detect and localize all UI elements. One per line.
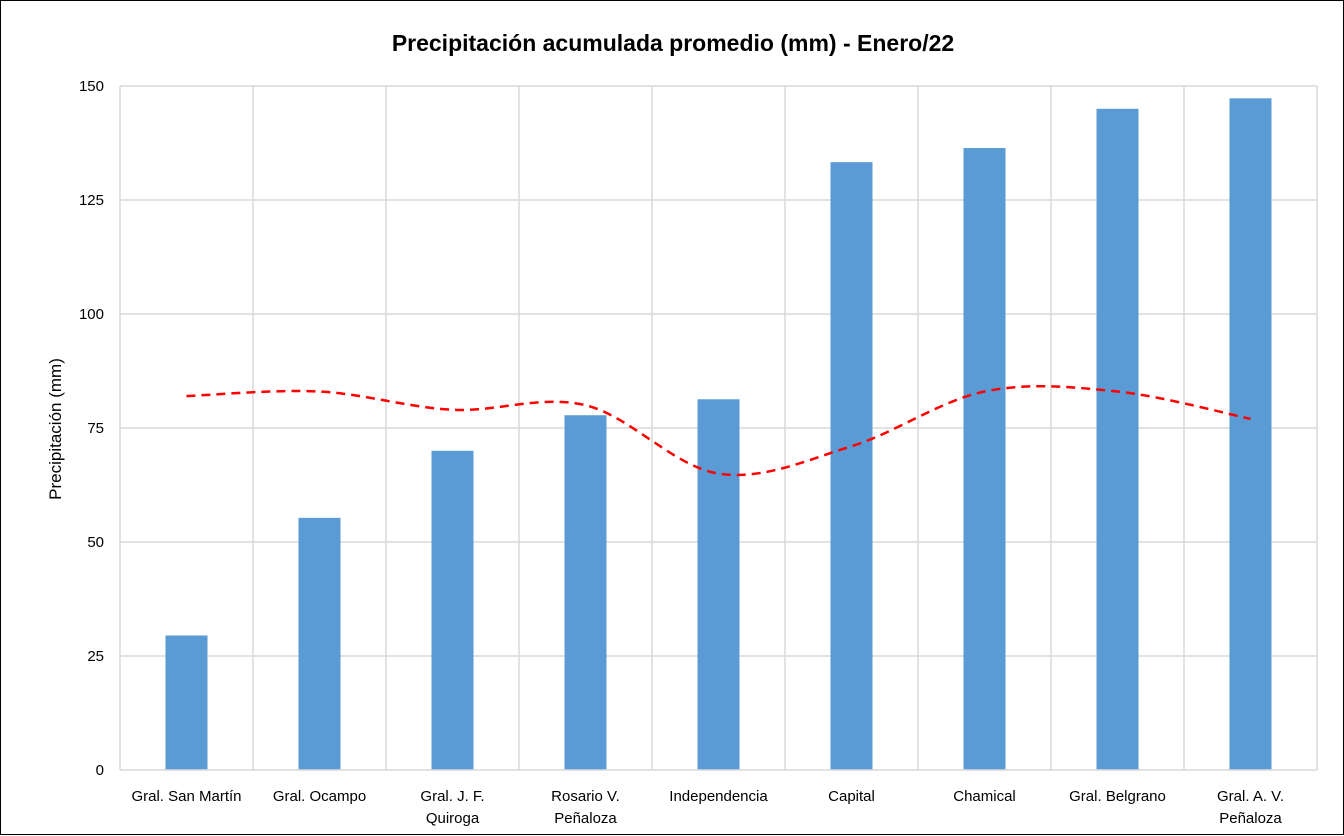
bar	[564, 415, 607, 770]
x-tick-label: Gral. Belgrano	[1069, 788, 1166, 805]
x-tick-label: Independencia	[669, 788, 768, 805]
y-tick-label: 0	[96, 762, 104, 779]
x-tick-line: Rosario V.	[551, 788, 620, 805]
x-tick-line: Chamical	[953, 788, 1016, 805]
x-tick-line: Peñaloza	[1219, 810, 1282, 827]
x-tick-label: Gral. Ocampo	[273, 788, 366, 805]
x-tick-line: Gral. Ocampo	[273, 788, 366, 805]
x-tick-line: Capital	[828, 788, 875, 805]
y-tick-label: 125	[79, 192, 104, 209]
bar	[697, 399, 740, 770]
chart-title: Precipitación acumulada promedio (mm) - …	[392, 30, 954, 56]
x-tick-line: Quiroga	[426, 810, 480, 827]
x-tick-label: Capital	[828, 788, 875, 805]
y-tick-label: 100	[79, 306, 104, 323]
bar	[165, 635, 208, 770]
bar	[830, 162, 873, 771]
grid-lines	[119, 85, 1318, 770]
x-tick-line: Gral. A. V.	[1217, 788, 1284, 805]
y-axis-label: Precipitación (mm)	[46, 358, 65, 500]
x-tick-line: Gral. J. F.	[420, 788, 484, 805]
x-tick-line: Gral. Belgrano	[1069, 788, 1166, 805]
y-axis-ticks: 0 25 50 75 100 125 150	[79, 78, 104, 779]
x-tick-line: Gral. San Martín	[131, 788, 241, 805]
x-tick-line: Peñaloza	[554, 810, 617, 827]
bars	[165, 98, 1272, 771]
x-axis-ticks: Gral. San Martín Gral. Ocampo Gral. J. F. Q…	[131, 788, 1284, 827]
y-tick-label: 25	[87, 648, 104, 665]
y-tick-label: 150	[79, 78, 104, 95]
x-tick-line: Independencia	[669, 788, 768, 805]
dashed-line	[186, 385, 1251, 477]
y-tick-label: 75	[87, 420, 104, 437]
x-tick-label: Rosario V. Peñaloza	[551, 788, 620, 827]
x-tick-label: Gral. San Martín	[131, 788, 241, 805]
x-tick-label: Gral. J. F. Quiroga	[420, 788, 484, 827]
bar	[431, 450, 474, 770]
bar	[1229, 98, 1272, 770]
bar	[1096, 108, 1139, 771]
bar	[963, 148, 1006, 771]
x-tick-label: Chamical	[953, 788, 1016, 805]
y-tick-label: 50	[87, 534, 104, 551]
bar	[298, 517, 341, 770]
dashed-line-series	[186, 385, 1251, 477]
x-tick-label: Gral. A. V. Peñaloza	[1217, 788, 1284, 827]
